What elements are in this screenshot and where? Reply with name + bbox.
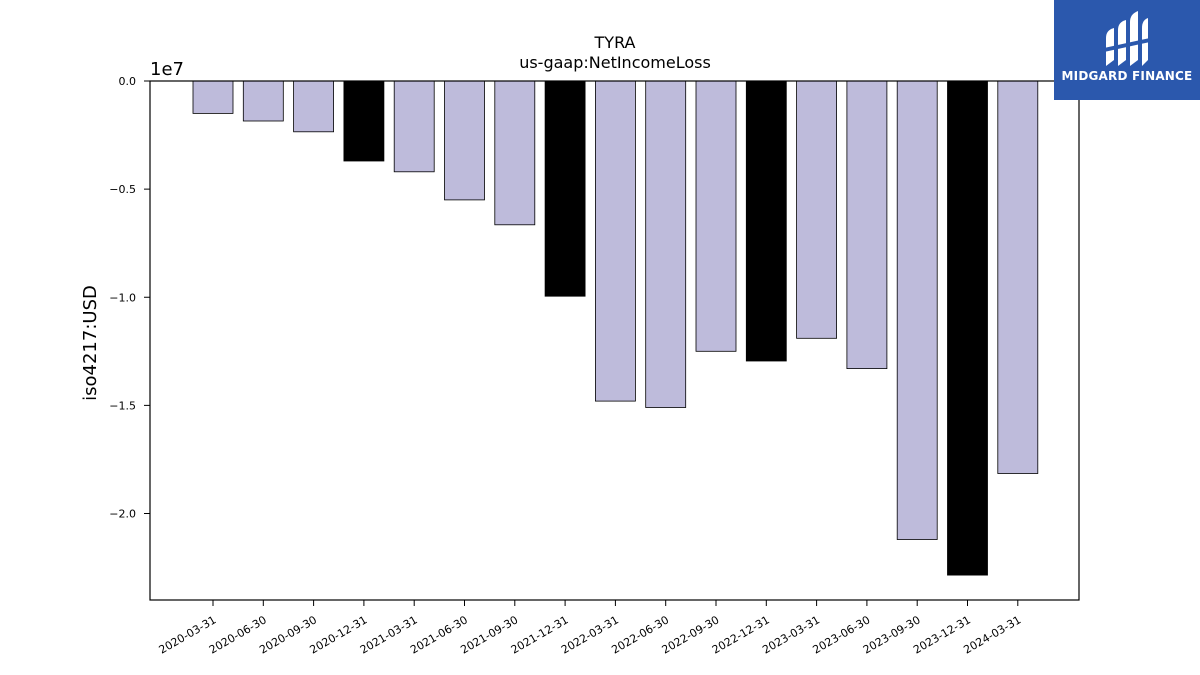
y-tick-label: −1.0	[109, 291, 136, 304]
bar-2020-03-31	[192, 80, 234, 114]
bar-2022-12-31	[745, 80, 787, 362]
bar-2021-12-31	[544, 80, 586, 297]
plot-frame	[149, 80, 1080, 601]
bar-2023-12-31	[947, 80, 988, 576]
y-tick-label: 0.0	[119, 75, 137, 88]
y-scale-label: 1e7	[150, 59, 184, 80]
y-tick-label: −2.0	[109, 508, 136, 521]
bar-2020-09-30	[293, 80, 335, 133]
bar-2023-06-30	[846, 80, 888, 370]
y-tick-label: −0.5	[109, 183, 136, 196]
bar-2023-03-31	[796, 80, 837, 339]
x-ticks-group: 2020-03-312020-06-302020-09-302020-12-31…	[157, 600, 1023, 657]
chart-subtitle: us-gaap:NetIncomeLoss	[519, 53, 711, 72]
bar-2023-09-30	[896, 80, 938, 540]
chart-title: TYRA	[594, 33, 636, 52]
bar-2022-09-30	[695, 80, 737, 352]
bars-group	[192, 80, 1039, 576]
bar-2022-06-30	[645, 80, 687, 408]
x-tick-label: 2024-03-31	[961, 613, 1023, 656]
y-ticks-group: 0.0 −0.5 −1.0 −1.5 −2.0	[109, 75, 150, 521]
midgard-finance-logo: MIDGARD FINANCE	[1054, 0, 1200, 100]
bar-2024-03-31	[997, 80, 1039, 474]
bar-2021-03-31	[393, 80, 435, 173]
bar-2021-06-30	[444, 80, 485, 201]
bar-2022-03-31	[595, 80, 636, 402]
midgard-logo-icon	[1104, 11, 1150, 66]
bar-2020-06-30	[242, 80, 284, 122]
y-tick-label: −1.5	[109, 399, 136, 412]
logo-text: MIDGARD FINANCE	[1061, 69, 1193, 83]
bar-2021-09-30	[494, 80, 536, 226]
bar-2020-12-31	[343, 80, 385, 162]
y-axis-label: iso4217:USD	[80, 285, 101, 401]
